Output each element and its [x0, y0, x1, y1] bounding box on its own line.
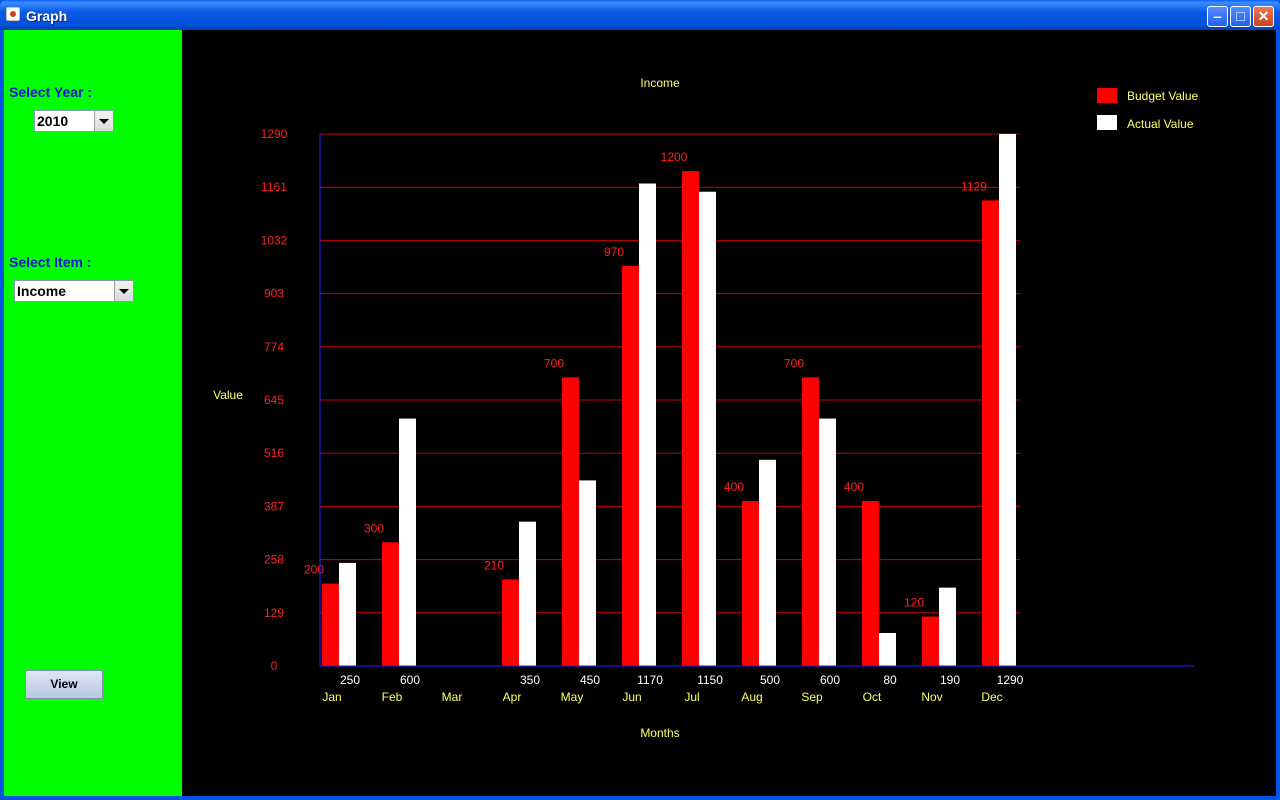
y-tick-label: 516 [264, 446, 284, 460]
legend-label-actual: Actual Value [1127, 117, 1194, 131]
bar-actual [639, 183, 656, 666]
data-label-actual: 1150 [697, 673, 723, 687]
y-tick-label: 1032 [261, 233, 288, 247]
bar-budget [742, 501, 759, 666]
data-label-budget: 700 [544, 356, 564, 370]
y-tick-label: 1290 [261, 127, 288, 141]
bar-actual [879, 633, 896, 666]
bar-budget [562, 377, 579, 666]
x-tick-label: Sep [801, 690, 823, 704]
y-tick-label: 1161 [261, 180, 287, 194]
x-tick-label: Nov [921, 690, 942, 704]
year-select[interactable]: 2010 [34, 110, 114, 132]
x-tick-labels: 250 Jan 600 Feb Mar 350 Apr 450 May 1170 Jun 1150 Ju… [322, 673, 1023, 704]
x-tick-label: Jul [684, 690, 699, 704]
axes [319, 134, 1194, 667]
y-tick-label: 258 [264, 553, 284, 567]
control-panel: Select Year : 2010 Select Item : Income … [4, 30, 182, 796]
bars: 200 300 210 700 970 1200 400 700 400 120 1129 [304, 134, 1016, 666]
data-label-actual: 450 [580, 673, 600, 687]
legend-swatch-actual [1097, 115, 1117, 130]
bar-budget [682, 171, 699, 666]
data-label-budget: 210 [484, 558, 504, 572]
title-bar[interactable]: Graph ‒ □ ✕ [0, 0, 1280, 30]
x-axis-label: Months [640, 726, 679, 740]
close-icon[interactable]: ✕ [1253, 6, 1274, 27]
y-tick-label: 0 [271, 659, 278, 673]
x-tick-label: Feb [382, 690, 403, 704]
data-label-actual: 350 [520, 673, 540, 687]
chevron-down-icon[interactable] [114, 281, 133, 301]
y-tick-label: 387 [264, 499, 284, 513]
bar-actual [999, 134, 1016, 666]
bar-budget [862, 501, 879, 666]
year-select-value: 2010 [37, 113, 69, 129]
y-tick-label: 774 [264, 340, 284, 354]
data-label-actual: 190 [940, 673, 960, 687]
bar-budget [922, 616, 939, 666]
legend: Budget Value Actual Value [1097, 88, 1198, 131]
bar-actual [699, 191, 716, 666]
income-bar-chart: Income Value Months 0 129 258 387 516 645 774 9… [213, 76, 1198, 740]
legend-swatch-budget [1097, 88, 1117, 103]
y-tick-labels: 0 129 258 387 516 645 774 903 1032 1161 1290 [261, 127, 288, 673]
window-title: Graph [26, 8, 68, 24]
bar-budget [622, 265, 639, 666]
data-label-actual: 80 [883, 673, 897, 687]
y-tick-label: 903 [264, 287, 284, 301]
x-tick-label: Oct [863, 690, 882, 704]
x-tick-label: Dec [981, 690, 1002, 704]
y-tick-label: 645 [264, 393, 284, 407]
data-label-budget: 120 [904, 596, 924, 610]
x-tick-label: Jun [622, 690, 641, 704]
x-tick-label: May [561, 690, 584, 704]
data-label-budget: 1200 [661, 150, 688, 164]
data-label-actual: 1170 [637, 673, 663, 687]
data-label-actual: 600 [400, 673, 420, 687]
bar-budget [982, 200, 999, 666]
x-tick-label: Apr [503, 690, 522, 704]
data-label-actual: 600 [820, 673, 840, 687]
java-app-icon [6, 7, 20, 21]
y-tick-label: 129 [264, 606, 284, 620]
bar-actual [759, 459, 776, 666]
maximize-icon[interactable]: □ [1230, 6, 1251, 27]
content-area: Select Year : 2010 Select Item : Income … [4, 30, 1276, 796]
x-tick-label: Jan [322, 690, 341, 704]
data-label-budget: 400 [724, 480, 744, 494]
data-label-budget: 400 [844, 480, 864, 494]
y-axis-label: Value [213, 388, 243, 402]
legend-label-budget: Budget Value [1127, 89, 1198, 103]
x-tick-label: Mar [442, 690, 463, 704]
select-year-label: Select Year : [9, 84, 93, 100]
bar-actual [939, 587, 956, 666]
bar-actual [579, 480, 596, 666]
bar-budget [382, 542, 399, 666]
data-label-budget: 1129 [961, 179, 987, 193]
item-select-value: Income [17, 283, 67, 299]
data-label-budget: 300 [364, 521, 384, 535]
data-label-actual: 250 [340, 673, 360, 687]
bar-budget [802, 377, 819, 666]
data-label-actual: 1290 [997, 673, 1024, 687]
bar-actual [819, 418, 836, 666]
minimize-icon[interactable]: ‒ [1207, 6, 1228, 27]
data-label-budget: 700 [784, 356, 804, 370]
bar-actual [339, 562, 356, 666]
select-item-label: Select Item : [9, 254, 92, 270]
bar-actual [399, 418, 416, 666]
bar-budget [502, 579, 519, 666]
data-label-actual: 500 [760, 673, 780, 687]
bar-actual [519, 521, 536, 666]
grid-lines [320, 133, 1020, 614]
bar-budget [322, 583, 339, 666]
chevron-down-icon[interactable] [94, 111, 113, 131]
item-select[interactable]: Income [14, 280, 134, 302]
x-tick-label: Aug [741, 690, 762, 704]
data-label-budget: 200 [304, 563, 324, 577]
chart-title: Income [640, 76, 680, 90]
data-label-budget: 970 [604, 245, 624, 259]
view-button[interactable]: View [25, 670, 103, 699]
